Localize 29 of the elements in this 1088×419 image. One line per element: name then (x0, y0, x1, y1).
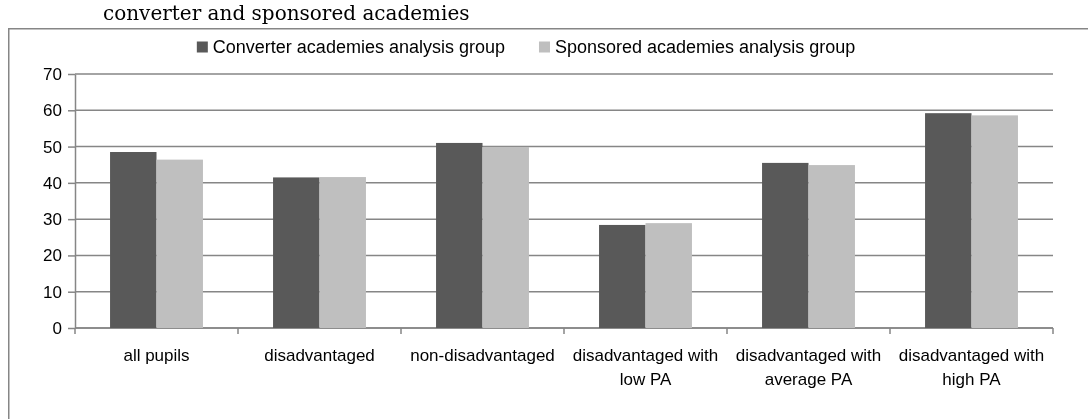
bar (762, 162, 809, 328)
x-tick-label: disadvantaged with high PA (898, 346, 1045, 389)
legend-label: Sponsored academies analysis group (554, 37, 856, 58)
bar (110, 152, 157, 328)
y-tick-label: 20 (43, 246, 62, 266)
y-tick-label: 30 (43, 210, 62, 230)
bar (482, 146, 529, 328)
bar (645, 223, 692, 328)
y-tick-label: 0 (52, 318, 62, 338)
bar (971, 115, 1018, 328)
y-tick-label: 60 (43, 101, 62, 121)
bar (319, 177, 366, 328)
x-tick-label: non-disadvantaged (410, 346, 555, 365)
bar (156, 159, 203, 328)
bar (436, 142, 483, 328)
bar (808, 165, 855, 328)
chart-title: converter and sponsored academies (103, 1, 470, 25)
x-tick-label: disadvantaged (264, 346, 375, 365)
x-tick-label: disadvantaged with average PA (735, 346, 882, 389)
y-tick-label: 50 (43, 137, 62, 157)
y-tick-label: 40 (43, 173, 62, 193)
bar (925, 113, 972, 328)
bar (273, 177, 320, 328)
legend-label: Converter academies analysis group (212, 37, 505, 58)
y-tick-label: 70 (43, 64, 62, 84)
x-tick-label: disadvantaged with low PA (572, 346, 719, 389)
x-tick-label: all pupils (123, 346, 190, 365)
bar (599, 224, 646, 328)
y-tick-label: 10 (43, 282, 62, 302)
